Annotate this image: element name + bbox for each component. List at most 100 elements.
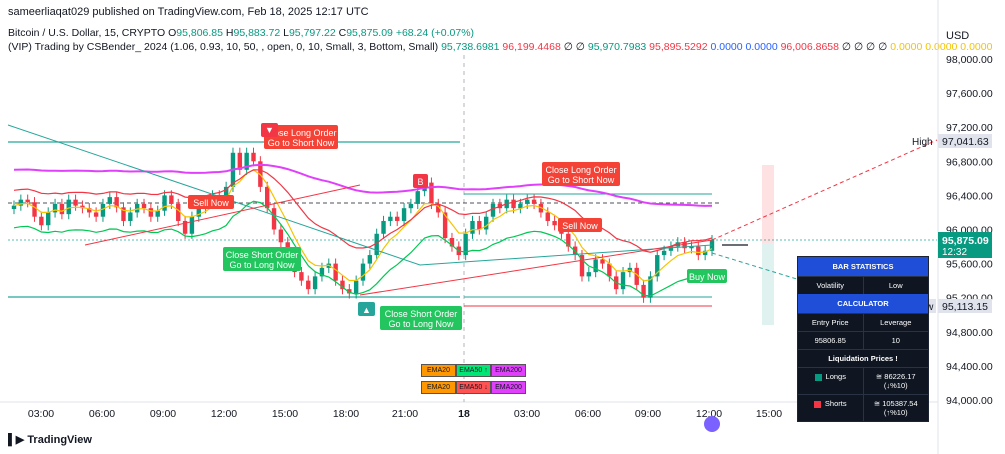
candle-body (600, 259, 605, 264)
y-tick-label: 94,800.00 (946, 327, 993, 339)
shorts-swatch-icon (813, 400, 821, 408)
sell-arrow-icon (261, 123, 278, 137)
indicator-value: ∅ (875, 41, 888, 53)
ema-cell: EMA20 (421, 381, 456, 394)
x-tick-label: 06:00 (89, 408, 115, 420)
candle-body (11, 205, 17, 210)
indicator-values: 95,738.6981 96,199.4468 ∅ ∅ 95,970.7983 … (441, 41, 992, 53)
low-price-badge (938, 299, 992, 313)
trend-line-red-2 (359, 239, 713, 296)
long-zone (762, 243, 774, 325)
candle-body (483, 216, 489, 230)
candle-body (244, 152, 249, 170)
indicator-legend[interactable]: (VIP) Trading by CSBender_ 2024 (1.06, 0… (8, 41, 992, 53)
candle-body (333, 263, 338, 281)
signal-label[interactable]: Sell Now (188, 195, 234, 209)
candle-body (25, 199, 30, 203)
y-tick-label: 97,600.00 (946, 88, 993, 100)
ohlc-values: O95,806.85 H95,883.72 L95,797.22 C95,875… (168, 27, 393, 39)
y-tick-label: 96,800.00 (946, 156, 993, 168)
candle-body (189, 216, 195, 234)
candle-body (436, 203, 441, 213)
candle-body (73, 199, 78, 206)
x-tick-label: 18:00 (333, 408, 359, 420)
y-tick-label: 94,000.00 (946, 395, 993, 407)
ohlc-key: H (222, 27, 234, 39)
last-price-badge (938, 232, 992, 258)
signal-label[interactable]: Buy Now (687, 269, 727, 283)
signal-label-bg (223, 247, 301, 271)
candle-body (525, 199, 530, 204)
x-tick-label: 09:00 (635, 408, 661, 420)
ohlc-value: 95,875.09 (346, 27, 393, 39)
low-price-value: 95,113.15 (942, 301, 988, 313)
signal-label-text: Close Short Order (226, 250, 299, 260)
candle-body (682, 242, 687, 249)
signal-label-bg (558, 218, 602, 232)
ohlc-value: 95,883.72 (233, 27, 281, 39)
volatility-label: Volatility (816, 281, 844, 290)
candle-body (353, 280, 359, 294)
longs-value: ≅ 86226.17 (↓%10) (862, 368, 929, 394)
currency-label[interactable]: USD (946, 30, 970, 42)
ema200-line (13, 163, 713, 207)
projection-down (711, 252, 801, 281)
candle-body (306, 280, 311, 290)
y-tick-label: 95,600.00 (946, 259, 993, 271)
candle-body (381, 220, 386, 234)
candle-body (196, 208, 201, 217)
candle-body (162, 195, 167, 211)
buy-arrow-glyph: ▲ (362, 305, 371, 315)
candle-body (689, 246, 694, 249)
indicator-value: 96,199.4468 (499, 41, 561, 53)
candle-body (271, 208, 277, 230)
indicator-value: 95,895.5292 (646, 41, 708, 53)
x-tick-label: 18 (458, 408, 470, 420)
x-tick-label: 03:00 (28, 408, 54, 420)
symbol-legend[interactable]: Bitcoin / U.S. Dollar, 15, CRYPTO O95,80… (8, 27, 474, 39)
candle-body (367, 255, 373, 264)
entry-price-value: 95806.85 (814, 336, 846, 345)
candle-body (607, 263, 612, 277)
signal-label-text: Go to Long Now (229, 260, 295, 270)
indicator-value: 0.0000 (922, 41, 958, 53)
publisher-info: sameerliaqat029 published on TradingView… (8, 6, 369, 18)
trailing-stop-line (13, 200, 713, 297)
signal-label-text: Close Short Order (385, 309, 458, 319)
candle-body (237, 152, 243, 170)
indicator-name[interactable]: (VIP) Trading by CSBender_ 2024 (1.06, 0… (8, 41, 439, 53)
bar-statistics-panel: BAR STATISTICS Volatility Low CALCULATOR… (797, 256, 929, 422)
candle-body (223, 186, 229, 200)
price-change: +68.24 (+0.07%) (395, 27, 475, 39)
candle-body (59, 203, 65, 215)
ohlc-key: L (280, 27, 289, 39)
indicator-value: 96,006.8658 (777, 41, 839, 53)
leverage-label: Leverage (862, 314, 929, 331)
longs-swatch-icon (814, 373, 822, 381)
candle-body (340, 280, 345, 290)
candle-body (702, 250, 708, 256)
candle-body (18, 199, 24, 206)
signal-label-text: Close Long Order (545, 165, 616, 175)
candle-body (579, 255, 585, 277)
volatility-value: Low (862, 277, 929, 294)
indicator-value: 95,970.7983 (584, 41, 647, 53)
signal-label[interactable]: Sell Now (558, 218, 602, 232)
buy-arrow-icon (358, 302, 375, 316)
symbol-name[interactable]: Bitcoin / U.S. Dollar, 15, CRYPTO (8, 27, 166, 39)
shorts-value: ≅ 105387.54 (↑%10) (862, 395, 929, 421)
signal-label-text: Close Long Order (265, 128, 336, 138)
ema-table-row-1: EMA20 EMA50 ↑ EMA200 (421, 364, 526, 377)
tradingview-logo[interactable]: ▌▶ TradingView (8, 434, 92, 446)
indicator-value: ∅ (851, 41, 864, 53)
candle-body (128, 212, 133, 221)
signal-label-text: Sell Now (193, 198, 229, 208)
indicator-value: 0.0000 (742, 41, 778, 53)
candle-body (429, 182, 434, 204)
candle-body (668, 246, 674, 251)
